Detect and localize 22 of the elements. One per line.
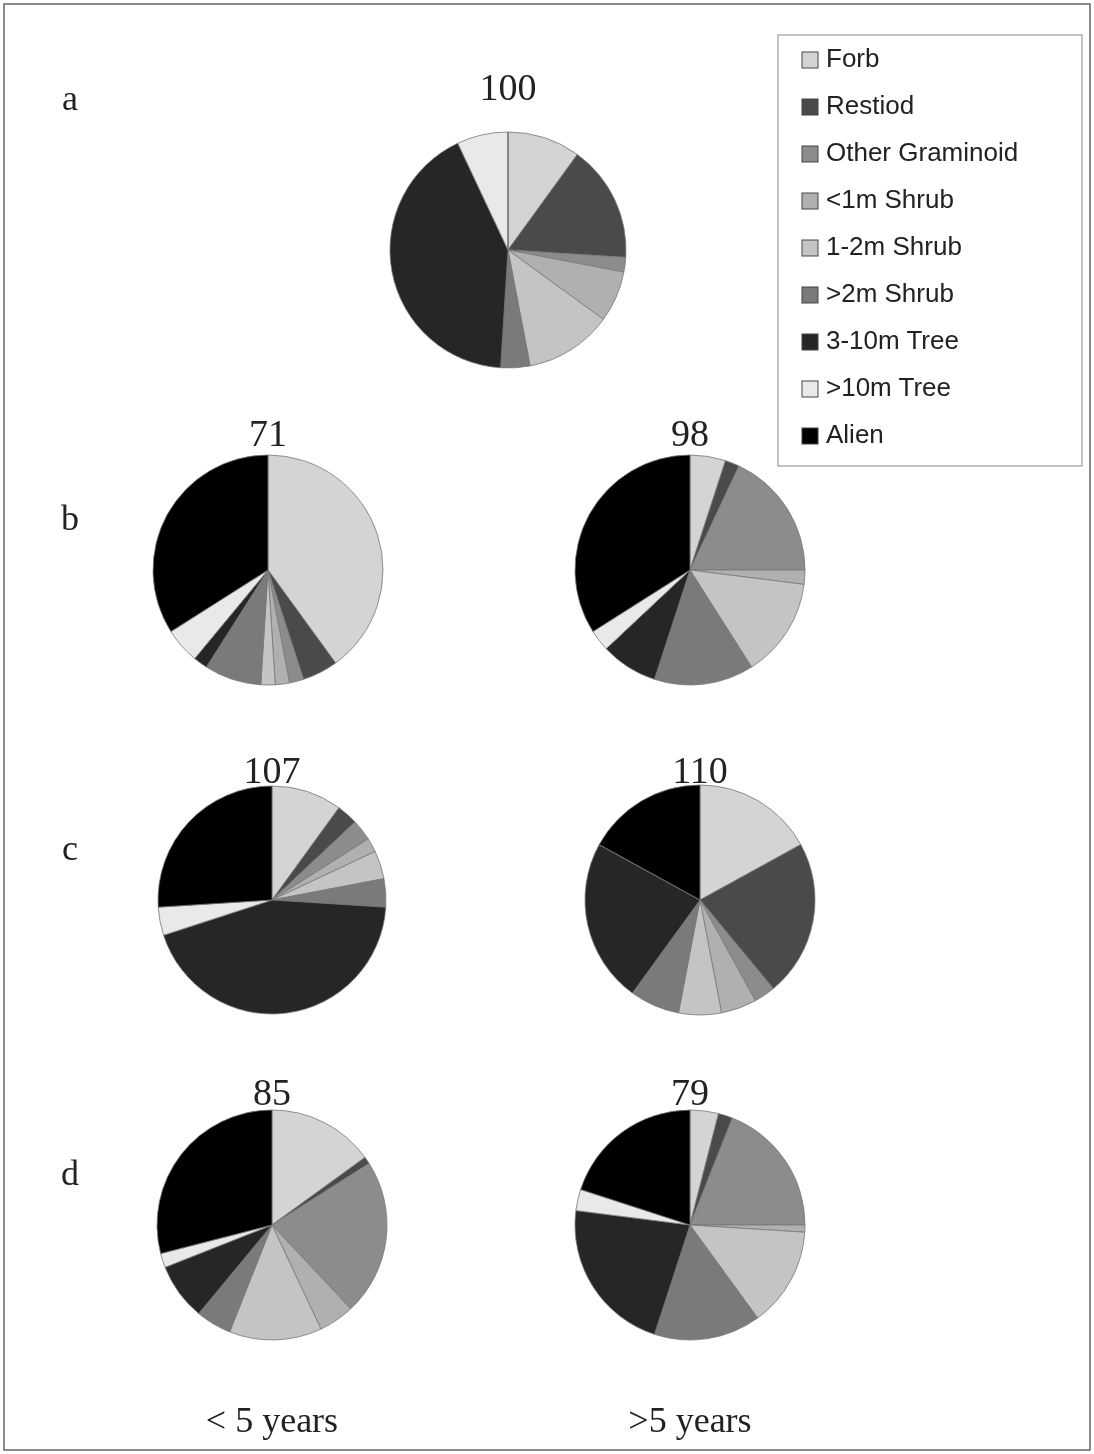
text: b <box>61 498 79 538</box>
text: < 5 years <box>205 1400 339 1440</box>
chart-title: 110 <box>672 749 728 791</box>
chart-title: 98 <box>671 412 709 454</box>
chart-title: 79 <box>671 1071 709 1113</box>
legend-label: Restiod <box>826 90 915 120</box>
text: a <box>62 78 79 118</box>
chart-title: 71 <box>249 412 287 454</box>
text: 100 <box>479 66 537 108</box>
chart-title: 85 <box>253 1071 291 1113</box>
text: c <box>62 828 78 868</box>
legend-label: >10m Tree <box>826 372 952 402</box>
legend-label: >2m Shrub <box>826 278 954 308</box>
text: d <box>61 1153 79 1193</box>
text: >5 years <box>628 1400 752 1440</box>
chart-title: 107 <box>243 749 301 791</box>
legend-label: Other Graminoid <box>826 137 1019 167</box>
legend-label: Alien <box>826 419 884 449</box>
legend-label: 3-10m Tree <box>826 325 959 355</box>
legend-label: Forb <box>826 43 880 73</box>
legend-label: 1-2m Shrub <box>826 231 962 261</box>
legend-label: <1m Shrub <box>826 184 954 214</box>
